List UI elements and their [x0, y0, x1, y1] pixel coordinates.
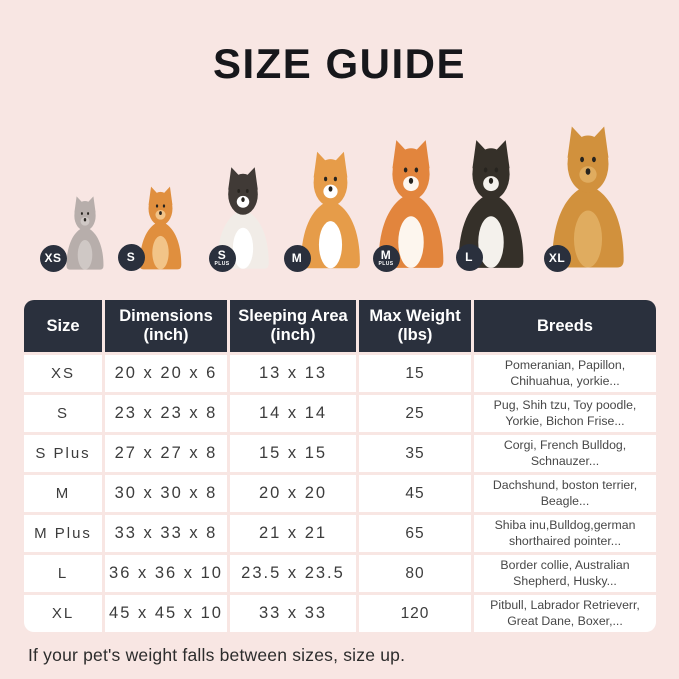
footer-note: If your pet's weight falls between sizes… — [28, 645, 406, 665]
size-cell: XS — [24, 355, 102, 392]
header-cell-size: Size — [24, 300, 102, 352]
badge-label: M — [291, 251, 303, 265]
sleeping-area-cell: 14 x 14 — [230, 395, 356, 432]
header-cell-breeds: Breeds — [474, 300, 656, 352]
size-badge-xl: XL — [543, 244, 571, 272]
header-cell-dimensions: Dimensions (inch) — [105, 300, 227, 352]
size-badge-m-plus: M PLUS — [372, 244, 400, 272]
header-line2: (inch) — [270, 326, 316, 344]
breeds-cell: Corgi, French Bulldog, Schnauzer... — [474, 435, 656, 472]
dimensions-cell: 33 x 33 x 8 — [105, 515, 227, 552]
header-cell-max-weight: Max Weight (lbs) — [359, 300, 471, 352]
breeds-cell: Dachshund, boston terrier, Beagle... — [474, 475, 656, 512]
badge-label: S — [126, 250, 136, 264]
max-weight-cell: 120 — [359, 595, 471, 632]
sleeping-area-cell: 13 x 13 — [230, 355, 356, 392]
size-cell: L — [24, 555, 102, 592]
breeds-cell: Pomeranian, Papillon, Chihuahua, yorkie.… — [474, 355, 656, 392]
sleeping-area-cell: 23.5 x 23.5 — [230, 555, 356, 592]
pomeranian-icon — [139, 186, 181, 270]
size-badge-s-plus: S PLUS — [208, 244, 236, 272]
header-line1: Sleeping Area — [238, 307, 348, 326]
max-weight-cell: 80 — [359, 555, 471, 592]
dimensions-cell: 45 x 45 x 10 — [105, 595, 227, 632]
dimensions-cell: 30 x 30 x 8 — [105, 475, 227, 512]
badge-label: S — [217, 248, 227, 262]
header-line1: Size — [46, 316, 80, 335]
size-cell: XL — [24, 595, 102, 632]
size-badge-s: S — [117, 243, 145, 271]
size-badge-l: L — [455, 243, 483, 271]
size-cell: S Plus — [24, 435, 102, 472]
badge-label: XL — [548, 251, 566, 265]
cat-icon — [66, 196, 104, 270]
sleeping-area-cell: 21 x 21 — [230, 515, 356, 552]
animal-cat — [57, 194, 113, 277]
animal-golden-retriever — [534, 122, 642, 277]
dimensions-cell: 27 x 27 x 8 — [105, 435, 227, 472]
badge-sublabel: PLUS — [214, 261, 230, 267]
breeds-cell: Pug, Shih tzu, Toy poodle, Yorkie, Bicho… — [474, 395, 656, 432]
header-line1: Breeds — [537, 316, 593, 335]
max-weight-cell: 65 — [359, 515, 471, 552]
sleeping-area-cell: 33 x 33 — [230, 595, 356, 632]
badge-sublabel: PLUS — [378, 261, 394, 267]
max-weight-cell: 45 — [359, 475, 471, 512]
animal-pomeranian — [129, 184, 192, 277]
breeds-cell: Pitbull, Labrador Retrieverr, Great Dane… — [474, 595, 656, 632]
header-line2: (lbs) — [397, 326, 433, 344]
max-weight-cell: 15 — [359, 355, 471, 392]
breeds-cell: Shiba inu,Bulldog,german shorthaired poi… — [474, 515, 656, 552]
header-line1: Max Weight — [369, 307, 461, 326]
max-weight-cell: 25 — [359, 395, 471, 432]
badge-label: M — [380, 248, 392, 262]
page-title: SIZE GUIDE — [212, 40, 467, 87]
size-cell: S — [24, 395, 102, 432]
corgi-icon — [300, 151, 360, 269]
dimensions-cell: 23 x 23 x 8 — [105, 395, 227, 432]
size-cell: M — [24, 475, 102, 512]
animal-shiba-inu — [362, 136, 460, 277]
dimensions-cell: 36 x 36 x 10 — [105, 555, 227, 592]
badge-label: XS — [44, 251, 62, 265]
header-cell-sleeping-area: Sleeping Area (inch) — [230, 300, 356, 352]
header-line2: (inch) — [143, 326, 189, 344]
max-weight-cell: 35 — [359, 435, 471, 472]
header-line1: Dimensions — [119, 307, 213, 326]
dimensions-cell: 20 x 20 x 6 — [105, 355, 227, 392]
golden-retriever-icon — [552, 126, 624, 268]
breeds-cell: Border collie, Australian Shepherd, Husk… — [474, 555, 656, 592]
size-badge-m: M — [283, 244, 311, 272]
badge-label: L — [465, 250, 473, 264]
sleeping-area-cell: 15 x 15 — [230, 435, 356, 472]
shiba-inu-icon — [378, 140, 444, 268]
size-cell: M Plus — [24, 515, 102, 552]
animal-corgi — [286, 148, 375, 277]
sleeping-area-cell: 20 x 20 — [230, 475, 356, 512]
size-badge-xs: XS — [39, 244, 67, 272]
size-table: Size Dimensions (inch) Sleeping Area (inch) M… — [24, 300, 656, 632]
